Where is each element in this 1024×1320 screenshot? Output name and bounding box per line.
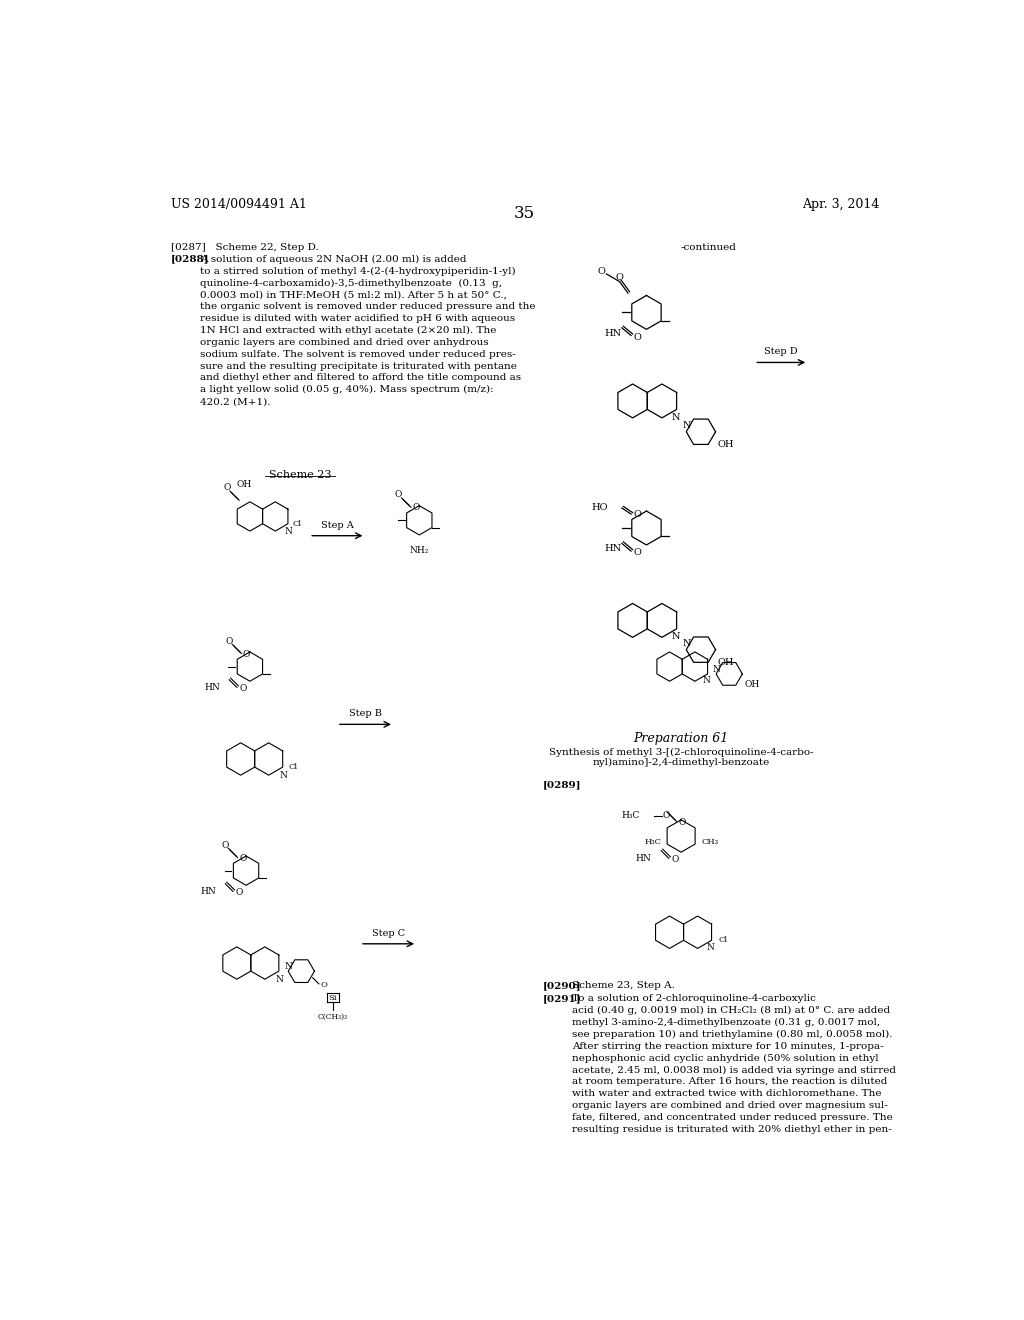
Text: O: O (240, 854, 247, 863)
Text: OH: OH (718, 440, 734, 449)
Text: O: O (634, 548, 641, 557)
Text: Step A: Step A (321, 520, 353, 529)
Text: Scheme 23: Scheme 23 (268, 470, 331, 480)
Text: HN: HN (204, 682, 220, 692)
Text: HN: HN (604, 329, 622, 338)
Text: HN: HN (604, 544, 622, 553)
Text: O: O (221, 841, 229, 850)
Text: N: N (683, 639, 691, 648)
Text: Scheme 23, Step A.: Scheme 23, Step A. (571, 981, 675, 990)
Text: O: O (615, 273, 624, 282)
Text: -continued: -continued (680, 243, 736, 252)
Text: N: N (275, 974, 283, 983)
Text: O: O (413, 503, 420, 512)
Text: [0290]: [0290] (543, 981, 582, 990)
Text: OH: OH (744, 680, 760, 689)
Text: [0288]: [0288] (171, 255, 209, 264)
Text: [0287]   Scheme 22, Step D.: [0287] Scheme 22, Step D. (171, 243, 318, 252)
Text: Cl: Cl (719, 936, 728, 944)
Text: O: O (598, 267, 606, 276)
Text: Cl: Cl (288, 763, 297, 771)
Text: O: O (225, 636, 232, 645)
Text: N: N (713, 665, 721, 673)
Text: CH₃: CH₃ (701, 838, 718, 846)
Text: [0289]: [0289] (543, 780, 581, 789)
Text: C(CH₃)₃: C(CH₃)₃ (317, 1012, 348, 1020)
Text: US 2014/0094491 A1: US 2014/0094491 A1 (171, 198, 306, 211)
Text: OH: OH (237, 480, 252, 490)
Text: O: O (240, 685, 247, 693)
Text: O: O (663, 812, 670, 821)
Text: N: N (707, 942, 715, 952)
Text: OH: OH (718, 657, 734, 667)
Text: N: N (672, 413, 680, 421)
Text: HO: HO (592, 503, 608, 512)
Text: To a solution of 2-chloroquinoline-4-carboxylic
acid (0.40 g, 0.0019 mol) in CH₂: To a solution of 2-chloroquinoline-4-car… (571, 994, 896, 1134)
Text: H₃C: H₃C (622, 812, 640, 821)
Text: N: N (284, 962, 292, 972)
Text: N: N (702, 676, 711, 685)
Text: Step B: Step B (349, 709, 382, 718)
Text: HN: HN (201, 887, 216, 896)
Text: O: O (634, 333, 641, 342)
Text: O: O (671, 855, 679, 865)
Text: N: N (285, 527, 293, 536)
Text: N: N (683, 421, 691, 430)
Text: O: O (321, 981, 328, 990)
Text: N: N (672, 632, 680, 642)
Text: N: N (280, 771, 287, 780)
Text: O: O (236, 888, 243, 898)
Text: O: O (243, 649, 250, 659)
Text: O: O (678, 817, 685, 826)
Text: Apr. 3, 2014: Apr. 3, 2014 (802, 198, 879, 211)
Text: Cl: Cl (292, 520, 301, 528)
Text: HN: HN (635, 854, 651, 863)
Text: Step C: Step C (372, 929, 406, 937)
Text: A solution of aqueous 2N NaOH (2.00 ml) is added
to a stirred solution of methyl: A solution of aqueous 2N NaOH (2.00 ml) … (200, 255, 536, 407)
Text: O: O (634, 511, 641, 519)
Text: Step D: Step D (764, 347, 798, 356)
Text: O: O (395, 491, 402, 499)
Text: H₃C: H₃C (644, 838, 662, 846)
Text: 35: 35 (514, 205, 536, 222)
Text: Synthesis of methyl 3-[(2-chloroquinoline-4-carbo-
nyl)amino]-2,4-dimethyl-benzo: Synthesis of methyl 3-[(2-chloroquinolin… (549, 747, 813, 767)
Text: [0291]: [0291] (543, 994, 582, 1003)
Text: Preparation 61: Preparation 61 (634, 733, 729, 744)
Text: NH₂: NH₂ (410, 545, 429, 554)
Text: O: O (224, 483, 231, 492)
Text: Si: Si (329, 994, 337, 1002)
